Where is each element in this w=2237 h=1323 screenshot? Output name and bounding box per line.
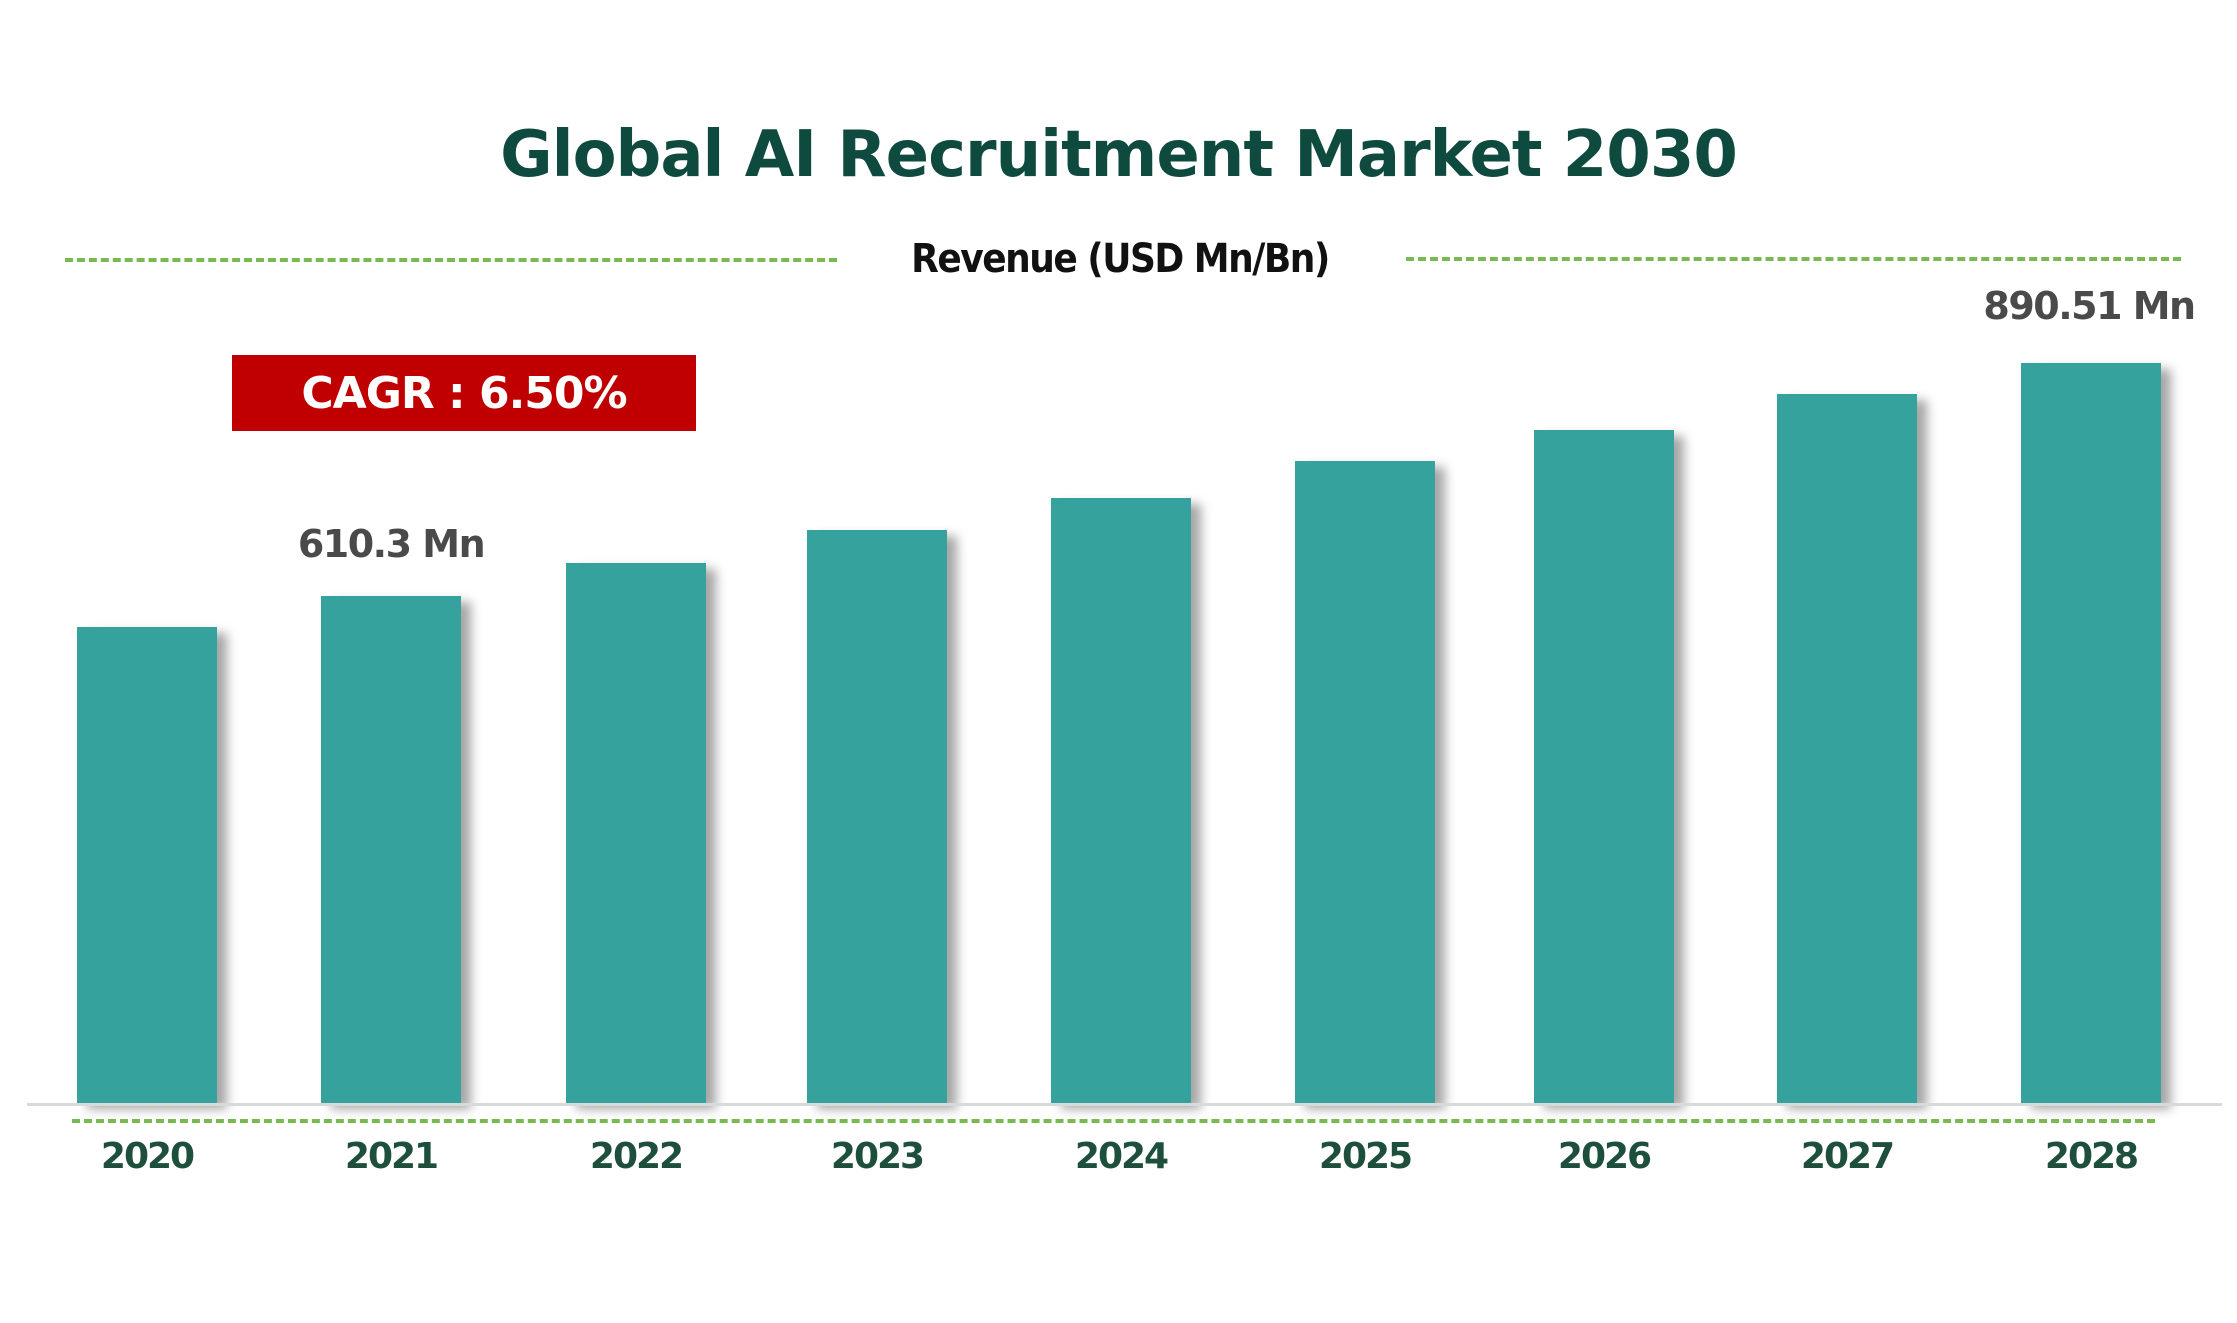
chart-title: Global AI Recruitment Market 2030 <box>500 118 1738 192</box>
bar-2025 <box>1295 461 1435 1103</box>
value-label-2028: 890.51 Mn <box>1983 284 2196 328</box>
bar-2022 <box>566 563 706 1103</box>
x-tick-label-2027: 2027 <box>1800 1136 1895 1177</box>
bar-2024 <box>1051 498 1191 1103</box>
bar-2020 <box>77 627 217 1103</box>
bottom-dashed-line <box>72 1119 2155 1123</box>
chart-subtitle: Revenue (USD Mn/Bn) <box>911 236 1330 282</box>
bar-2026 <box>1534 430 1674 1103</box>
top-left-dashed-line <box>65 258 837 262</box>
x-tick-label-2020: 2020 <box>100 1136 195 1177</box>
bar-2021 <box>321 596 461 1103</box>
x-tick-label-2021: 2021 <box>344 1136 439 1177</box>
cagr-badge: CAGR : 6.50% <box>232 355 696 431</box>
x-axis-baseline <box>27 1103 2222 1106</box>
x-tick-label-2025: 2025 <box>1318 1136 1413 1177</box>
bar-2028 <box>2021 363 2161 1103</box>
x-tick-label-2026: 2026 <box>1557 1136 1652 1177</box>
bar-2027 <box>1777 394 1917 1103</box>
top-right-dashed-line <box>1406 257 2181 261</box>
x-tick-label-2028: 2028 <box>2044 1136 2139 1177</box>
x-tick-label-2023: 2023 <box>830 1136 925 1177</box>
bar-2023 <box>807 530 947 1103</box>
x-tick-label-2022: 2022 <box>589 1136 684 1177</box>
x-tick-label-2024: 2024 <box>1074 1136 1169 1177</box>
value-label-2021: 610.3 Mn <box>297 522 486 566</box>
